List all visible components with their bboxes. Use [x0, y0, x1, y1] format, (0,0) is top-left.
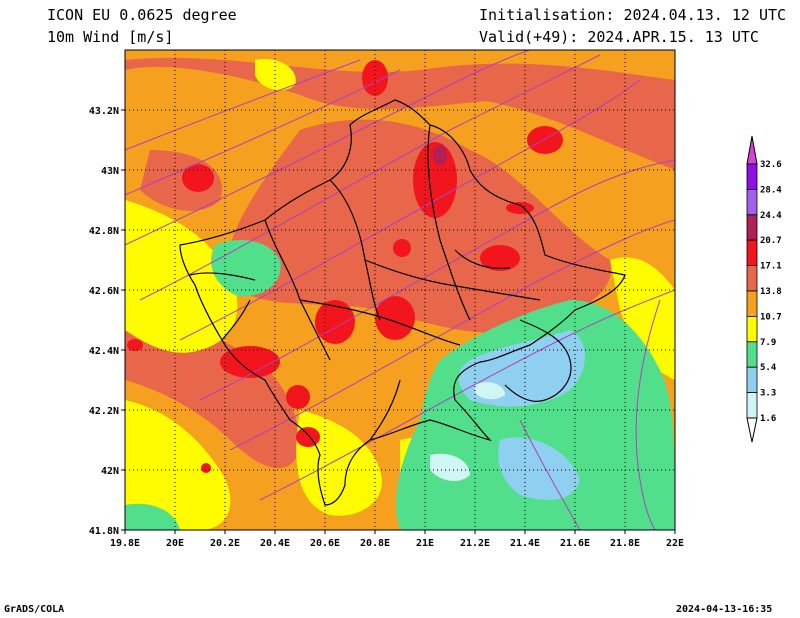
wind-region [220, 346, 280, 378]
wind-region [498, 437, 580, 500]
lon-tick-label: 22E [666, 538, 684, 549]
colorbar: 32.6 28.4 24.4 20.7 17.1 13.8 10.7 7.9 5.4 3.3 1.6 [746, 135, 782, 443]
graticule [125, 50, 675, 530]
wind-region [430, 453, 470, 482]
lon-tick-label: 21.6E [560, 538, 590, 549]
lon-tick-label: 20.8E [360, 538, 390, 549]
lon-tick-label: 20.2E [210, 538, 240, 549]
lon-tick-label: 21.4E [510, 538, 540, 549]
colorbar-bottom-arrow [746, 417, 758, 443]
colorbar-segment [746, 214, 758, 241]
colorbar-label: 3.3 [760, 389, 776, 399]
wind-region [125, 400, 231, 530]
wind-field [125, 50, 675, 530]
wind-region [286, 385, 310, 409]
lat-tick-label: 42N [101, 466, 119, 477]
colorbar-top-arrow [746, 135, 758, 165]
wind-region [201, 463, 211, 473]
lon-tick-label: 19.8E [110, 538, 140, 549]
colorbar-segment [746, 290, 758, 317]
colorbar-label: 24.4 [760, 211, 782, 221]
colorbar-segment [746, 341, 758, 368]
wind-region [228, 119, 612, 333]
wind-region [413, 142, 457, 218]
streamlines [125, 50, 675, 530]
wind-region [480, 245, 520, 271]
longitude-axis: 19.8E 20E 20.2E 20.4E 20.6E 20.8E 21E 21.2E 21.4… [110, 530, 684, 549]
lat-tick-label: 42.8N [89, 226, 119, 237]
colorbar-label: 20.7 [760, 236, 782, 246]
lat-tick-label: 43N [101, 166, 119, 177]
colorbar-label: 1.6 [760, 414, 776, 424]
wind-region [475, 382, 505, 400]
wind-region [125, 200, 238, 353]
colorbar-label: 5.4 [760, 363, 777, 373]
colorbar-segment [746, 163, 758, 190]
colorbar-label: 17.1 [760, 262, 782, 272]
colorbar-segment [746, 239, 758, 266]
lon-tick-label: 21.8E [610, 538, 640, 549]
lat-tick-label: 41.8N [89, 526, 119, 537]
valid-time: Valid(+49): 2024.APR.15. 13 UTC [479, 28, 759, 46]
wind-region [393, 239, 411, 257]
colorbar-label: 7.9 [760, 338, 776, 348]
colorbar-segment [746, 315, 758, 343]
lon-tick-label: 20E [166, 538, 184, 549]
lon-tick-label: 20.6E [310, 538, 340, 549]
colorbar-label: 28.4 [760, 185, 782, 195]
wind-region [610, 257, 675, 380]
wind-region [211, 240, 281, 296]
colorbar-label: 13.8 [760, 287, 782, 297]
wind-region [296, 427, 320, 447]
model-title: ICON EU 0.0625 degree [47, 6, 237, 24]
wind-region [527, 126, 563, 154]
latitude-axis: 43.2N 43N 42.8N 42.6N 42.4N 42.2N 42N 41.8N [89, 106, 125, 537]
colorbar-label: 10.7 [760, 312, 782, 322]
country-borders [179, 99, 626, 506]
init-time: Initialisation: 2024.04.13. 12 UTC [479, 6, 787, 24]
software-credit: GrADS/COLA [4, 604, 65, 615]
lon-tick-label: 21.2E [460, 538, 490, 549]
lat-tick-label: 43.2N [89, 106, 119, 117]
wind-region [375, 296, 415, 340]
colorbar-label: 32.6 [760, 160, 782, 170]
variable-title: 10m Wind [m/s] [47, 28, 174, 46]
wind-region [480, 96, 675, 170]
wind-region [506, 202, 534, 214]
generation-time: 2024-04-13-16:35 [676, 604, 773, 615]
colorbar-segment [746, 265, 758, 292]
colorbar-segment [746, 188, 758, 216]
lat-tick-label: 42.4N [89, 346, 119, 357]
wind-region [127, 339, 143, 351]
lat-tick-label: 42.2N [89, 406, 119, 417]
colorbar-segment [746, 366, 758, 394]
wind-region [182, 164, 214, 192]
wind-region [433, 145, 447, 165]
lon-tick-label: 20.4E [260, 538, 290, 549]
wind-region [125, 503, 180, 530]
lat-tick-label: 42.6N [89, 286, 119, 297]
lon-tick-label: 21E [416, 538, 434, 549]
colorbar-segment [746, 392, 758, 419]
